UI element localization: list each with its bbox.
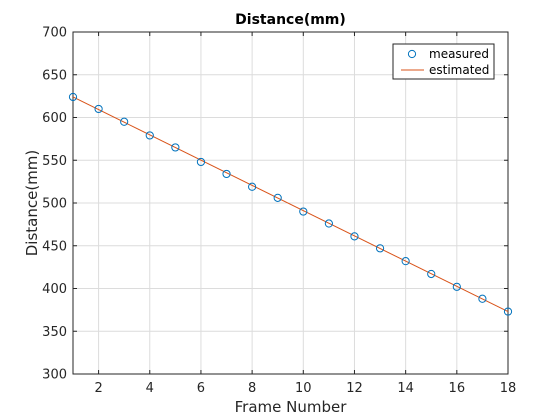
data-point-measured xyxy=(503,307,513,316)
x-tick-label: 14 xyxy=(397,381,414,396)
x-tick-label: 2 xyxy=(94,381,102,396)
y-tick-label: 600 xyxy=(42,111,67,126)
legend-box xyxy=(392,43,495,80)
y-tick-label: 450 xyxy=(42,239,67,254)
data-point-measured xyxy=(324,219,333,228)
data-point-measured xyxy=(68,92,78,102)
x-tick-label: 16 xyxy=(449,381,466,396)
data-point-measured xyxy=(350,232,359,241)
legend-label-measured: measured xyxy=(429,47,489,61)
y-tick-label: 550 xyxy=(42,154,67,169)
data-point-measured xyxy=(452,282,461,291)
data-point-measured xyxy=(196,157,206,167)
data-point-measured xyxy=(248,182,257,191)
x-tick-label: 6 xyxy=(197,381,205,396)
chart-title: Distance(mm) xyxy=(235,12,346,28)
data-point-measured xyxy=(375,244,385,253)
x-tick-label: 4 xyxy=(146,381,154,396)
data-point-measured xyxy=(94,104,103,114)
data-point-measured xyxy=(401,257,410,266)
data-point-measured xyxy=(299,207,308,216)
y-tick-label: 700 xyxy=(42,26,67,41)
y-tick-label: 400 xyxy=(42,282,67,297)
data-point-measured xyxy=(120,117,129,126)
legend: measured estimated xyxy=(392,43,495,80)
data-point-measured xyxy=(273,193,282,202)
series-line-estimated xyxy=(72,96,509,313)
x-tick-label: 12 xyxy=(346,381,363,396)
y-tick-label: 300 xyxy=(42,368,67,383)
data-point-measured xyxy=(222,169,231,179)
x-tick-label: 10 xyxy=(295,381,312,396)
data-point-measured xyxy=(171,143,180,152)
x-tick-label: 18 xyxy=(500,381,517,396)
legend-marker-measured xyxy=(407,49,417,59)
data-point-measured xyxy=(427,269,436,279)
series xyxy=(68,92,513,316)
data-point-measured xyxy=(145,131,154,140)
y-tick-label: 650 xyxy=(42,68,67,83)
axis-ticks: 2 4 6 8 10 12 14 16 18 300 350 400 450 500 550 600 650 70… xyxy=(42,26,516,397)
x-tick-label: 8 xyxy=(248,381,256,396)
data-point-measured xyxy=(478,294,487,303)
y-tick-label: 500 xyxy=(42,197,67,212)
y-axis-label: Distance(mm) xyxy=(23,150,41,257)
legend-label-estimated: estimated xyxy=(429,63,489,77)
x-axis-label: Frame Number xyxy=(235,398,348,416)
y-tick-label: 350 xyxy=(42,325,67,340)
